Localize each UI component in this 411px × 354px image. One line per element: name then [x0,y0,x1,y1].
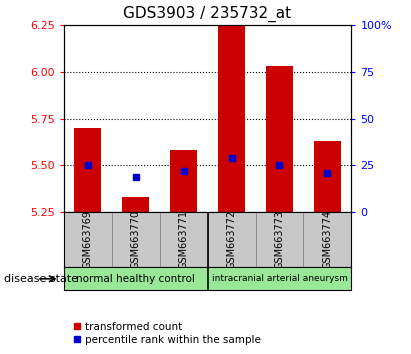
Bar [171,150,197,212]
Text: GSM663771: GSM663771 [179,210,189,269]
Bar [74,128,101,212]
Title: GDS3903 / 235732_at: GDS3903 / 235732_at [123,6,292,22]
Bar [266,66,293,212]
Text: GSM663773: GSM663773 [275,210,284,269]
Bar [314,141,341,212]
Text: normal healthy control: normal healthy control [76,274,195,284]
Bar [218,25,245,212]
Text: GSM663770: GSM663770 [131,210,141,269]
Text: GSM663774: GSM663774 [323,210,332,269]
Bar [122,198,149,212]
Text: disease state: disease state [4,274,78,284]
Text: GSM663772: GSM663772 [226,210,236,269]
Legend: transformed count, percentile rank within the sample: transformed count, percentile rank withi… [69,317,265,349]
Text: GSM663769: GSM663769 [83,210,92,269]
Text: intracranial arterial aneurysm: intracranial arterial aneurysm [212,274,347,283]
